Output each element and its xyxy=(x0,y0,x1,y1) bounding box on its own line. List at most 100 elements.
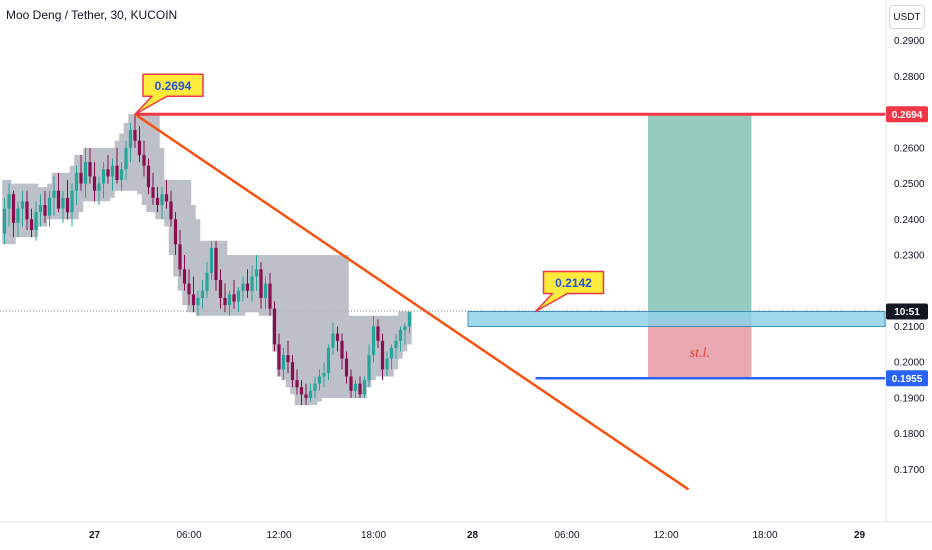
candle-body xyxy=(277,344,281,370)
candle-body xyxy=(299,387,304,395)
candle-body xyxy=(331,333,335,348)
candle-body xyxy=(70,190,74,213)
stop-price-tag-text: 0.1955 xyxy=(892,374,923,385)
candle xyxy=(322,362,326,388)
candle-body xyxy=(281,355,286,370)
candle xyxy=(70,183,74,227)
candle-body xyxy=(286,355,290,363)
candle-body xyxy=(160,194,164,206)
candle-body xyxy=(214,247,218,281)
candle xyxy=(205,262,209,298)
candle xyxy=(65,179,70,220)
candle-body xyxy=(335,333,340,341)
price-tick-label: 0.2100 xyxy=(894,322,925,333)
entry-zone[interactable] xyxy=(467,310,886,327)
entry-zone-rect xyxy=(467,310,886,327)
candle-body xyxy=(92,176,97,191)
candle xyxy=(398,326,403,352)
candle-body xyxy=(88,162,92,177)
candle-body xyxy=(295,380,299,388)
candle xyxy=(214,240,218,291)
candle-body xyxy=(362,380,367,395)
candle-body xyxy=(380,340,385,370)
candle-body xyxy=(74,172,79,191)
time-tick-label: 12:00 xyxy=(653,530,678,541)
candle-body xyxy=(290,362,295,381)
candle-body xyxy=(16,208,20,223)
candle-body xyxy=(326,347,331,373)
candle xyxy=(142,140,146,177)
candle-body xyxy=(133,129,137,141)
candle-body xyxy=(304,394,308,398)
candle xyxy=(83,147,88,198)
candle xyxy=(115,147,119,184)
candle-body xyxy=(124,147,128,170)
candle xyxy=(101,162,106,198)
candle-body xyxy=(403,326,407,331)
stop-price-tag: 0.1955 xyxy=(886,370,928,387)
candle xyxy=(245,269,250,298)
candle-body xyxy=(79,172,83,184)
candle-body xyxy=(25,201,29,220)
candle-body xyxy=(20,201,25,209)
candle xyxy=(137,126,142,163)
candle-body xyxy=(371,326,376,356)
candle-body xyxy=(196,297,200,306)
candle-body xyxy=(308,390,313,398)
candle-body xyxy=(232,294,236,302)
candle xyxy=(187,269,191,306)
callout-high-box xyxy=(134,73,204,116)
candle xyxy=(313,376,317,398)
candle-body xyxy=(236,290,241,302)
candle-body xyxy=(200,290,205,298)
candle-body xyxy=(83,162,88,184)
candle xyxy=(254,255,259,291)
candle-body xyxy=(29,219,34,231)
candle-body xyxy=(313,383,317,391)
candle xyxy=(7,183,11,227)
callout-entry: 0.2142 xyxy=(534,270,605,313)
time-tick-label: 12:00 xyxy=(266,530,291,541)
candle xyxy=(56,172,61,213)
candle-body xyxy=(187,283,191,295)
candle xyxy=(128,122,133,163)
candle xyxy=(340,333,344,370)
long-position-tool[interactable]: st.l. xyxy=(648,114,752,379)
candle-body xyxy=(245,283,250,291)
candle-body xyxy=(164,194,169,202)
candle-body xyxy=(385,358,389,370)
time-axis[interactable]: 27 06:00 12:00 18:00 28 06:00 12:00 18:00 29 xyxy=(89,530,866,541)
callouts[interactable]: 0.2694 0.2142 xyxy=(134,73,605,313)
time-tick-label: 18:00 xyxy=(752,530,777,541)
candle xyxy=(92,162,97,202)
candle xyxy=(281,347,286,381)
price-axis[interactable]: 0.29000.28000.27000.26000.25000.24000.23… xyxy=(886,36,928,476)
candle-body xyxy=(182,269,187,284)
candle xyxy=(178,230,182,277)
candle xyxy=(232,280,236,309)
candle xyxy=(209,240,214,281)
candle xyxy=(43,190,47,223)
candle xyxy=(88,147,92,184)
candle-body xyxy=(110,165,115,177)
candle-body xyxy=(173,219,178,245)
candle-body xyxy=(97,183,101,191)
candle xyxy=(47,190,52,227)
candle-body xyxy=(11,194,16,223)
candle xyxy=(236,287,241,313)
candle-body xyxy=(250,276,254,291)
candle xyxy=(376,319,380,348)
stop-loss-label: st.l. xyxy=(690,346,710,361)
candles xyxy=(2,114,412,406)
price-tick-label: 0.2600 xyxy=(894,143,925,154)
range-band xyxy=(2,114,412,406)
candle xyxy=(182,255,187,291)
profit-area xyxy=(648,114,752,320)
drawings[interactable] xyxy=(134,112,885,491)
candle xyxy=(227,290,232,316)
candle xyxy=(155,187,160,213)
candle-body xyxy=(394,340,398,348)
candle xyxy=(110,158,115,191)
currency-button[interactable]: USDT xyxy=(889,5,925,29)
